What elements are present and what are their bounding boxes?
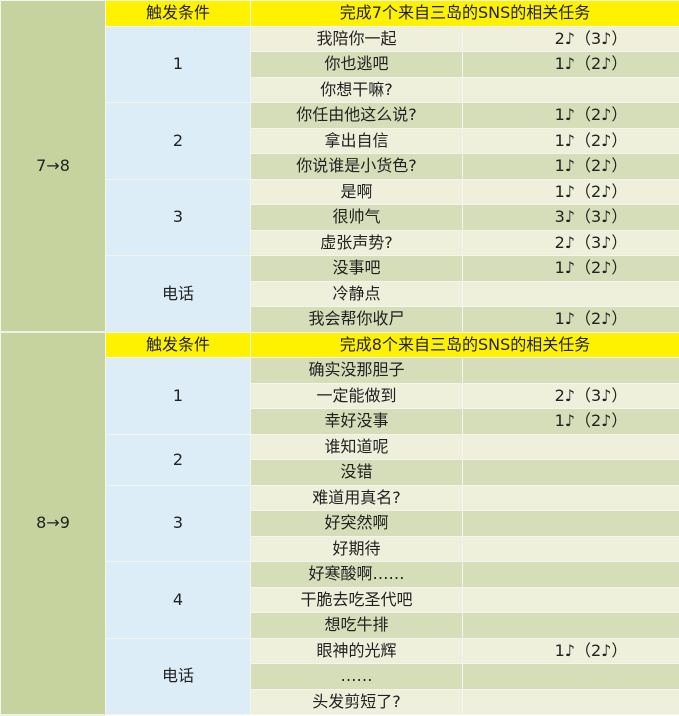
stage-cell: 7→8 — [1, 1, 106, 333]
value-cell — [463, 562, 679, 588]
trigger-label: 触发条件 — [106, 332, 251, 358]
trigger-condition: 完成7个来自三岛的SNS的相关任务 — [251, 1, 679, 27]
value-cell: 1♪（2♪） — [463, 307, 679, 333]
option-cell: 你说谁是小货色? — [251, 154, 463, 180]
group-cell: 电话 — [106, 638, 251, 715]
option-cell: 谁知道呢 — [251, 434, 463, 460]
option-cell: 想吃牛排 — [251, 613, 463, 639]
group-cell: 4 — [106, 562, 251, 639]
trigger-condition: 完成8个来自三岛的SNS的相关任务 — [251, 332, 679, 358]
option-cell: 你任由他这么说? — [251, 103, 463, 129]
value-cell — [463, 536, 679, 562]
value-cell: 2♪（3♪） — [463, 230, 679, 256]
option-cell: 虚张声势? — [251, 230, 463, 256]
option-cell: 冷静点 — [251, 281, 463, 307]
group-cell: 3 — [106, 179, 251, 256]
value-cell: 2♪（3♪） — [463, 383, 679, 409]
value-cell — [463, 460, 679, 486]
value-cell — [463, 587, 679, 613]
value-cell: 1♪（2♪） — [463, 256, 679, 282]
option-cell: 是啊 — [251, 179, 463, 205]
option-cell: 好突然啊 — [251, 511, 463, 537]
option-cell: 眼神的光辉 — [251, 638, 463, 664]
value-cell — [463, 689, 679, 715]
option-cell: 我陪你一起 — [251, 26, 463, 52]
value-cell: 2♪（3♪） — [463, 26, 679, 52]
option-cell: 你想干嘛? — [251, 77, 463, 103]
value-cell — [463, 358, 679, 384]
value-cell: 3♪（3♪） — [463, 205, 679, 231]
option-cell: 你也逃吧 — [251, 52, 463, 78]
value-cell: 1♪（2♪） — [463, 103, 679, 129]
value-cell: 1♪（2♪） — [463, 154, 679, 180]
option-cell: 一定能做到 — [251, 383, 463, 409]
group-cell: 2 — [106, 103, 251, 180]
value-cell — [463, 434, 679, 460]
value-cell — [463, 613, 679, 639]
option-cell: 我会帮你收尸 — [251, 307, 463, 333]
value-cell: 1♪（2♪） — [463, 409, 679, 435]
group-cell: 电话 — [106, 256, 251, 333]
value-cell — [463, 485, 679, 511]
value-cell: 1♪（2♪） — [463, 128, 679, 154]
value-cell — [463, 77, 679, 103]
group-cell: 2 — [106, 434, 251, 485]
option-cell: 好期待 — [251, 536, 463, 562]
value-cell — [463, 281, 679, 307]
option-cell: 没错 — [251, 460, 463, 486]
option-cell: 头发剪短了? — [251, 689, 463, 715]
option-cell: …… — [251, 664, 463, 690]
group-cell: 1 — [106, 358, 251, 435]
stage-cell: 8→9 — [1, 332, 106, 715]
value-cell: 1♪（2♪） — [463, 52, 679, 78]
value-cell — [463, 511, 679, 537]
option-cell: 没事吧 — [251, 256, 463, 282]
trigger-label: 触发条件 — [106, 1, 251, 27]
value-cell: 1♪（2♪） — [463, 179, 679, 205]
group-cell: 1 — [106, 26, 251, 103]
option-cell: 确实没那胆子 — [251, 358, 463, 384]
value-cell — [463, 664, 679, 690]
option-cell: 难道用真名? — [251, 485, 463, 511]
option-cell: 干脆去吃圣代吧 — [251, 587, 463, 613]
group-cell: 3 — [106, 485, 251, 562]
option-cell: 好寒酸啊…… — [251, 562, 463, 588]
option-cell: 拿出自信 — [251, 128, 463, 154]
option-cell: 幸好没事 — [251, 409, 463, 435]
value-cell: 1♪（2♪） — [463, 638, 679, 664]
option-cell: 很帅气 — [251, 205, 463, 231]
